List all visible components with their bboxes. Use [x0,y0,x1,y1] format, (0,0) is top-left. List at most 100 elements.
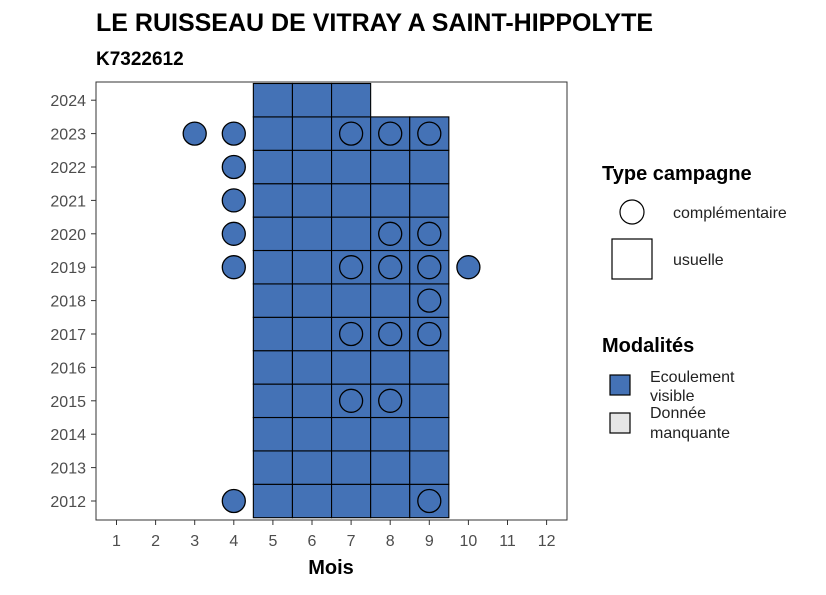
point-complementaire [338,121,364,146]
legend-modalites: Modalités Ecoulement visible Donnée manq… [602,335,739,442]
legend-ecoulement-key [609,374,631,396]
x-tick-label: 8 [386,533,395,550]
tile-usuelle [252,149,294,185]
legend-usuelle-key [611,238,653,280]
tile-usuelle [330,483,372,519]
y-tick-label: 2023 [50,127,86,144]
tile-usuelle [252,283,294,318]
y-tick-label: 2017 [50,327,86,344]
tile-usuelle [330,450,372,485]
tile-usuelle [330,416,372,452]
point-complementaire [417,288,442,313]
legend-manquante-label: Donnée manquante [650,405,730,442]
point-complementaire [378,121,403,146]
tile-usuelle [252,416,294,452]
tile-usuelle [252,483,294,519]
tile-usuelle [370,350,411,385]
point-complementaire [338,321,364,347]
tile-usuelle [291,283,333,318]
x-tick-label: 3 [190,533,199,550]
point-complementaire [417,321,442,347]
tile-usuelle [252,249,294,285]
x-axis: 1 2 3 4 5 6 7 8 9 10 11 12 [112,520,556,550]
tile-usuelle [291,350,333,385]
point-complementaire [221,255,246,280]
y-tick-label: 2015 [50,394,86,411]
tile-usuelle [252,316,294,352]
y-tick-label: 2013 [50,461,86,478]
tile-usuelle [291,149,333,185]
tile-usuelle [291,383,333,419]
point-complementaire [221,488,246,514]
x-tick-label: 1 [112,533,121,550]
x-tick-label: 11 [499,533,516,550]
x-tick-label: 12 [538,533,556,550]
legend-mod-title: Modalités [602,335,694,357]
point-complementaire [221,221,246,246]
point-complementaire [378,321,403,347]
tile-usuelle [330,283,372,318]
point-complementaire [417,488,442,514]
tile-usuelle [291,416,333,452]
legend-complementaire-label: complémentaire [673,205,787,222]
y-tick-label: 2020 [50,227,86,244]
tile-usuelle [291,116,333,151]
tiles-layer [252,82,450,519]
point-complementaire [417,121,442,146]
x-tick-label: 6 [308,533,317,550]
legend-ecoulement-line1: Ecoulement [650,369,735,386]
point-complementaire [456,255,481,280]
point-complementaire [338,388,364,413]
point-complementaire [221,188,246,213]
y-tick-label: 2014 [50,427,86,444]
tile-usuelle [330,82,372,118]
tile-usuelle [291,249,333,285]
legend-type-title: Type campagne [602,163,752,185]
legend-usuelle-label: usuelle [673,252,724,269]
point-complementaire [378,255,403,280]
point-complementaire [338,255,364,280]
tile-usuelle [370,483,411,519]
tile-usuelle [291,450,333,485]
x-tick-label: 4 [229,533,238,550]
tile-usuelle [252,116,294,151]
x-tick-label: 2 [151,533,160,550]
tile-usuelle [370,450,411,485]
y-tick-label: 2012 [50,494,86,511]
y-tick-label: 2022 [50,160,86,177]
tile-usuelle [409,416,450,452]
point-complementaire [417,221,442,246]
legend-manquante-key [609,412,631,434]
tile-usuelle [409,383,450,419]
x-tick-label: 5 [268,533,277,550]
tile-usuelle [409,149,450,185]
points-layer [182,121,481,514]
tile-usuelle [252,183,294,218]
tile-usuelle [252,383,294,419]
tile-usuelle [409,450,450,485]
legend-manquante-line1: Donnée [650,405,706,422]
tile-usuelle [252,82,294,118]
legend-type: Type campagne complémentaire usuelle [602,163,787,280]
tile-usuelle [291,216,333,252]
x-tick-label: 9 [425,533,434,550]
tile-usuelle [291,316,333,352]
tile-usuelle [330,149,372,185]
tile-usuelle [330,216,372,252]
point-complementaire [221,121,246,146]
point-complementaire [182,121,207,146]
y-axis: 2012 2013 2014 2015 2016 2017 2018 2019 2020 2021… [50,93,96,511]
point-complementaire [417,255,442,280]
legend-complementaire-key [619,199,645,225]
tile-usuelle [291,183,333,218]
point-complementaire [221,154,246,180]
tile-usuelle [252,216,294,252]
legend-ecoulement-label: Ecoulement visible [650,369,739,405]
tile-usuelle [291,483,333,519]
x-axis-label: Mois [308,557,354,579]
chart-title: LE RUISSEAU DE VITRAY A SAINT-HIPPOLYTE [96,9,653,37]
x-tick-label: 10 [460,533,478,550]
tile-usuelle [370,283,411,318]
tile-usuelle [409,183,450,218]
